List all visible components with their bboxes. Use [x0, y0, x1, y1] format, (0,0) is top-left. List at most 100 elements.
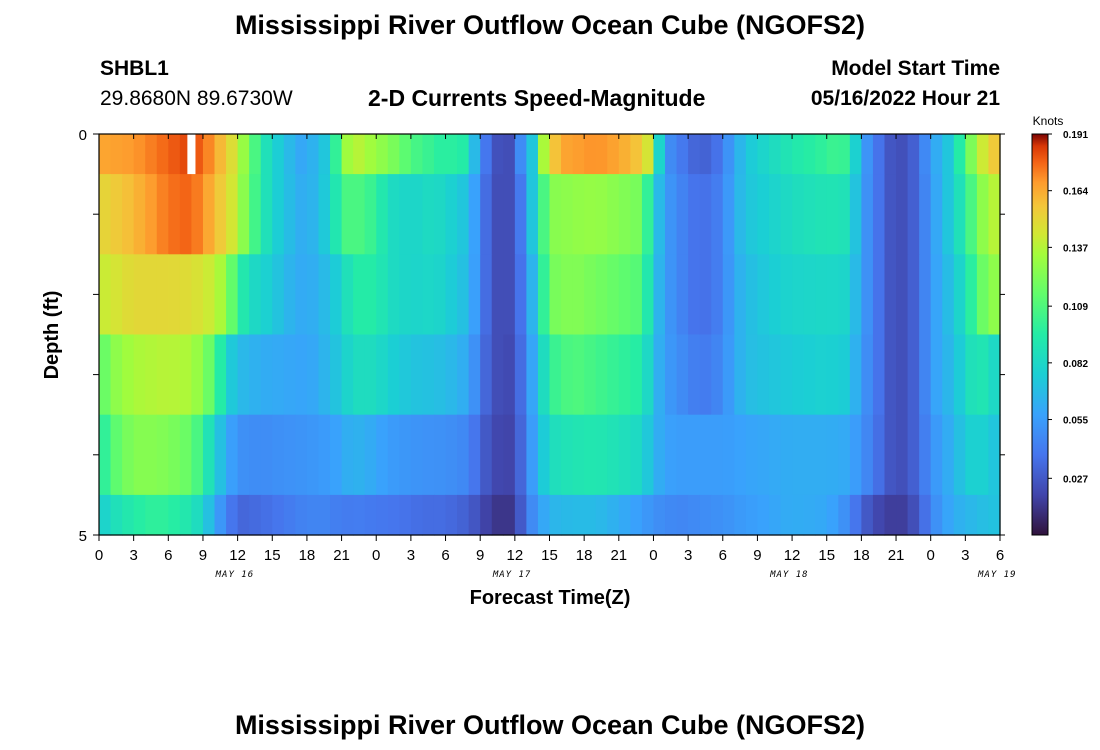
- heatmap-cell: [838, 494, 851, 536]
- heatmap-cell: [341, 334, 354, 416]
- heatmap-cell: [202, 414, 216, 496]
- heatmap-cell: [191, 174, 204, 255]
- heatmap-cell: [341, 254, 354, 336]
- heatmap-cell: [780, 494, 793, 536]
- heatmap-cell: [942, 174, 955, 255]
- heatmap-cell: [353, 254, 366, 336]
- heatmap-cell: [792, 494, 805, 536]
- heatmap-cell: [318, 174, 331, 255]
- heatmap-cell: [537, 254, 551, 336]
- heatmap-cell: [457, 134, 470, 175]
- heatmap-cell: [387, 174, 400, 255]
- heatmap-cell: [295, 254, 308, 336]
- x-tick-label: 15: [818, 547, 835, 564]
- heatmap-cell: [491, 134, 504, 175]
- heatmap-cell: [953, 334, 966, 416]
- heatmap-cell: [99, 414, 112, 496]
- heatmap-cell: [306, 134, 320, 175]
- heatmap-cell: [757, 134, 770, 175]
- heatmap-cell: [145, 334, 158, 416]
- x-tick-label: 9: [753, 547, 761, 564]
- heatmap-cell: [896, 414, 909, 496]
- x-tick-label: 0: [927, 547, 935, 564]
- heatmap-cell: [942, 254, 955, 336]
- heatmap-cell: [191, 414, 204, 496]
- heatmap-cell: [468, 334, 481, 416]
- x-tick-label: 3: [407, 547, 415, 564]
- heatmap-cell: [665, 254, 678, 336]
- heatmap-cell: [249, 134, 262, 175]
- heatmap-cell: [630, 174, 643, 255]
- heatmap-cell: [803, 494, 816, 536]
- heatmap-cell: [919, 174, 932, 255]
- heatmap-cell: [688, 334, 701, 416]
- heatmap-cell: [364, 494, 377, 536]
- heatmap-cell: [468, 134, 481, 175]
- x-tick-label: 3: [129, 547, 137, 564]
- heatmap-cell: [537, 414, 551, 496]
- x-tick-label: 18: [853, 547, 870, 564]
- heatmap-cell: [318, 334, 331, 416]
- heatmap-cell: [110, 414, 123, 496]
- heatmap-cell: [884, 174, 897, 255]
- heatmap-cell: [99, 254, 112, 336]
- heatmap-cell: [561, 134, 574, 175]
- colorbar-tick-label: 0.027: [1063, 474, 1088, 485]
- heatmap-cell: [653, 414, 666, 496]
- heatmap-cell: [792, 414, 805, 496]
- heatmap-cell: [364, 254, 377, 336]
- heatmap-cell: [803, 334, 816, 416]
- x-tick-label: 0: [649, 547, 657, 564]
- heatmap-cell: [630, 494, 643, 536]
- heatmap-cell: [272, 414, 285, 496]
- heatmap-cell: [468, 174, 481, 255]
- heatmap-cell: [688, 254, 701, 336]
- heatmap-cell: [757, 174, 770, 255]
- heatmap-cell: [214, 174, 227, 255]
- heatmap-cell: [318, 254, 331, 336]
- y-axis-label: Depth (ft): [41, 291, 63, 380]
- heatmap-cell: [110, 174, 123, 255]
- date-label: MAY 18: [770, 570, 809, 580]
- heatmap-cell: [295, 174, 308, 255]
- heatmap-cell: [260, 134, 273, 175]
- heatmap-cell: [872, 254, 886, 336]
- heatmap-cell: [861, 494, 874, 536]
- heatmap-cell: [953, 254, 966, 336]
- heatmap-cell: [861, 414, 874, 496]
- heatmap-cell: [99, 334, 112, 416]
- heatmap-cell: [711, 334, 724, 416]
- heatmap-cell: [445, 334, 458, 416]
- heatmap-cell: [815, 494, 828, 536]
- heatmap-cell: [503, 174, 516, 255]
- heatmap-cell: [595, 134, 608, 175]
- heatmap-cell: [503, 334, 516, 416]
- heatmap-cell: [618, 494, 631, 536]
- x-tick-label: 3: [684, 547, 692, 564]
- heatmap-cell: [168, 494, 181, 536]
- heatmap-cell: [792, 334, 805, 416]
- heatmap-cell: [699, 414, 712, 496]
- heatmap-cell: [537, 134, 551, 175]
- heatmap-cell: [202, 334, 216, 416]
- heatmap-cell: [595, 494, 608, 536]
- heatmap-cell: [226, 254, 239, 336]
- heatmap-cell: [249, 414, 262, 496]
- heatmap-cell: [826, 174, 839, 255]
- heatmap-cell: [919, 494, 932, 536]
- heatmap-cell: [179, 334, 193, 416]
- x-tick-label: 21: [333, 547, 350, 564]
- heatmap-cell: [457, 174, 470, 255]
- x-tick-label: 15: [264, 547, 281, 564]
- missing-cells: [187, 134, 196, 175]
- heatmap-cell: [965, 174, 978, 255]
- heatmap-cell: [688, 494, 701, 536]
- heatmap-cell: [99, 134, 112, 175]
- heatmap-cell: [584, 494, 597, 536]
- heatmap-cell: [838, 134, 851, 175]
- heatmap-cell: [607, 174, 620, 255]
- heatmap-cell: [480, 414, 493, 496]
- heatmap-cell: [745, 134, 759, 175]
- heatmap-cell: [283, 174, 296, 255]
- heatmap-cell: [526, 414, 539, 496]
